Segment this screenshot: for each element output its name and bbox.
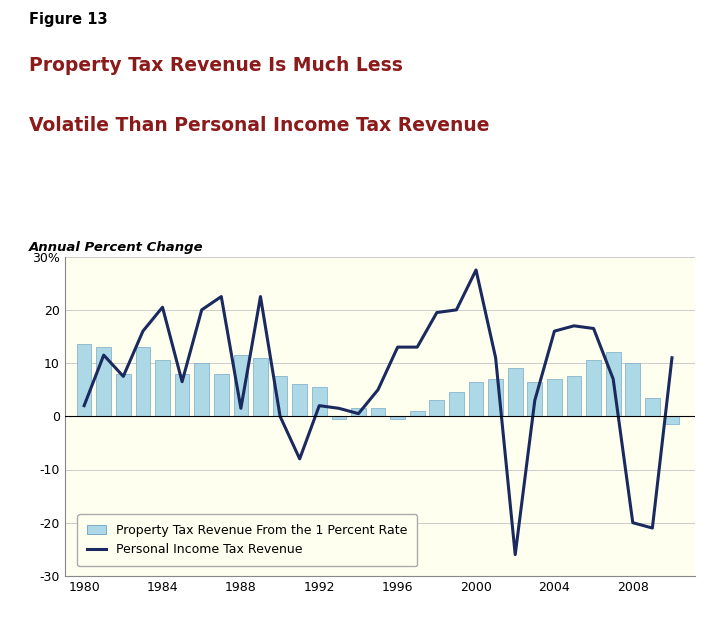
Bar	[508, 368, 523, 416]
Bar	[625, 363, 640, 416]
Bar	[606, 352, 620, 416]
Bar	[253, 358, 268, 416]
Bar	[116, 374, 130, 416]
Bar	[665, 416, 679, 424]
Bar	[587, 361, 601, 416]
Text: Volatile Than Personal Income Tax Revenue: Volatile Than Personal Income Tax Revenu…	[29, 116, 489, 135]
Bar	[547, 379, 561, 416]
Bar	[293, 384, 307, 416]
Bar	[410, 411, 424, 416]
Bar	[175, 374, 189, 416]
Bar	[234, 355, 248, 416]
Bar	[155, 361, 170, 416]
Bar	[77, 344, 92, 416]
Bar	[272, 376, 288, 416]
Bar	[214, 374, 229, 416]
Bar	[351, 408, 366, 416]
Bar	[371, 408, 386, 416]
Bar	[566, 376, 581, 416]
Legend: Property Tax Revenue From the 1 Percent Rate, Personal Income Tax Revenue: Property Tax Revenue From the 1 Percent …	[77, 514, 417, 567]
Bar	[528, 382, 542, 416]
Bar	[390, 416, 405, 419]
Bar	[136, 347, 151, 416]
Text: Annual Percent Change: Annual Percent Change	[29, 241, 204, 254]
Text: Figure 13: Figure 13	[29, 12, 108, 26]
Bar	[194, 363, 209, 416]
Bar	[331, 416, 346, 419]
Bar	[645, 398, 660, 416]
Bar	[488, 379, 503, 416]
Bar	[469, 382, 483, 416]
Bar	[429, 401, 445, 416]
Text: Property Tax Revenue Is Much Less: Property Tax Revenue Is Much Less	[29, 56, 402, 74]
Bar	[449, 393, 464, 416]
Bar	[96, 347, 111, 416]
Bar	[312, 387, 327, 416]
